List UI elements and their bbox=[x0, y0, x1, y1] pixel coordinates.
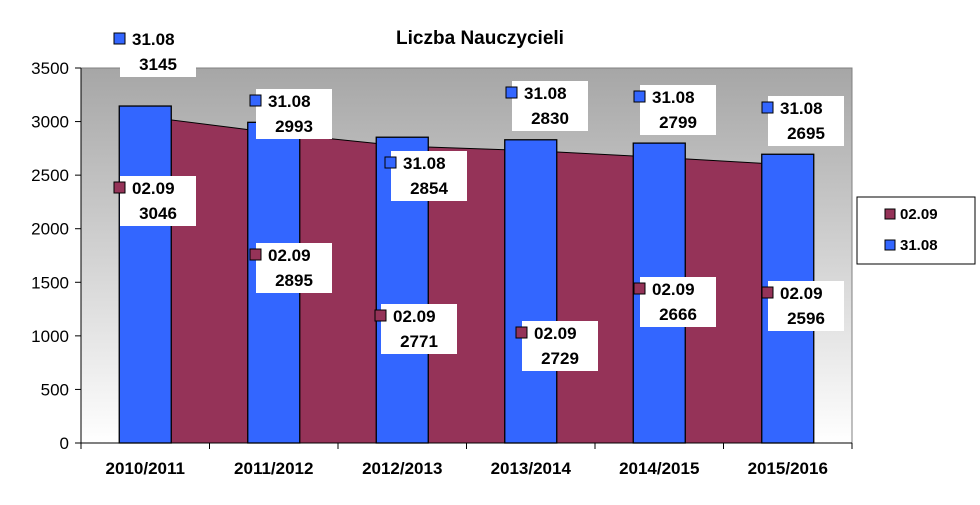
data-label-series-name: 02.09 bbox=[393, 307, 436, 326]
data-label-series-name: 02.09 bbox=[652, 280, 695, 299]
bar-31-08 bbox=[504, 139, 558, 444]
data-label-box bbox=[640, 277, 716, 327]
x-tick-label: 2013/2014 bbox=[491, 459, 572, 478]
y-tick-label: 3500 bbox=[31, 59, 69, 78]
data-labels: 31.08314531.08299331.08285431.08283031.0… bbox=[113, 27, 844, 371]
data-label-value: 2799 bbox=[659, 113, 697, 132]
data-label-marker bbox=[515, 326, 528, 339]
data-label-value: 2895 bbox=[275, 271, 313, 290]
data-label-marker bbox=[384, 156, 397, 169]
x-tick-label: 2011/2012 bbox=[234, 459, 313, 478]
chart-title: Liczba Nauczycieli bbox=[396, 28, 564, 49]
data-label-value: 3046 bbox=[139, 204, 177, 223]
bar-31-08 bbox=[118, 105, 172, 444]
data-label-box bbox=[120, 176, 196, 226]
data-label-31-08: 31.08 3145 bbox=[113, 27, 196, 77]
data-label-box bbox=[768, 281, 844, 331]
legend: 02.09 31.08 bbox=[856, 196, 976, 265]
data-label-02-09: 02.09 2729 bbox=[515, 321, 598, 371]
data-label-series-name: 31.08 bbox=[403, 154, 446, 173]
data-label-box bbox=[522, 321, 598, 371]
data-label-31-08: 31.08 2830 bbox=[505, 81, 588, 131]
data-label-02-09: 02.09 2771 bbox=[374, 304, 457, 354]
x-tick-label: 2012/2013 bbox=[362, 459, 442, 478]
y-tick-label: 2000 bbox=[31, 220, 69, 239]
data-label-series-name: 02.09 bbox=[268, 246, 311, 265]
x-tick-label: 2010/2011 bbox=[106, 459, 185, 478]
data-label-box bbox=[120, 27, 196, 77]
data-label-series-name: 02.09 bbox=[534, 324, 577, 343]
data-label-31-08: 31.08 2854 bbox=[384, 151, 467, 201]
data-label-box bbox=[640, 85, 716, 135]
legend-box bbox=[856, 196, 976, 265]
data-label-series-name: 31.08 bbox=[132, 30, 175, 49]
data-label-value: 2596 bbox=[787, 309, 825, 328]
data-label-value: 2666 bbox=[659, 305, 697, 324]
data-label-value: 2854 bbox=[410, 179, 448, 198]
data-label-value: 3145 bbox=[139, 55, 177, 74]
legend-marker bbox=[884, 239, 896, 251]
data-label-marker bbox=[113, 32, 126, 45]
data-label-02-09: 02.09 2596 bbox=[761, 281, 844, 331]
plot-area bbox=[80, 67, 853, 444]
data-label-box bbox=[381, 304, 457, 354]
data-label-box bbox=[391, 151, 467, 201]
data-label-marker bbox=[633, 282, 646, 295]
data-label-marker bbox=[249, 248, 262, 261]
legend-marker bbox=[884, 208, 896, 220]
y-tick-label: 3000 bbox=[31, 113, 69, 132]
data-label-marker bbox=[505, 86, 518, 99]
data-label-box bbox=[256, 243, 332, 293]
data-label-series-name: 31.08 bbox=[780, 99, 823, 118]
data-label-box bbox=[768, 96, 844, 146]
data-label-value: 2830 bbox=[531, 109, 569, 128]
data-label-marker bbox=[249, 94, 262, 107]
legend-label: 31.08 bbox=[900, 237, 938, 254]
data-label-02-09: 02.09 2895 bbox=[249, 243, 332, 293]
y-tick-label: 0 bbox=[60, 434, 69, 453]
legend-label: 02.09 bbox=[900, 206, 938, 223]
x-tick-label: 2014/2015 bbox=[619, 459, 699, 478]
data-label-31-08: 31.08 2993 bbox=[249, 89, 332, 139]
y-tick-label: 1000 bbox=[31, 327, 69, 346]
data-label-series-name: 02.09 bbox=[132, 179, 175, 198]
data-label-marker bbox=[633, 90, 646, 103]
data-label-marker bbox=[374, 309, 387, 322]
data-label-box bbox=[512, 81, 588, 131]
data-label-value: 2771 bbox=[400, 332, 438, 351]
data-label-31-08: 31.08 2799 bbox=[633, 85, 716, 135]
data-label-value: 2993 bbox=[275, 117, 313, 136]
y-tick-label: 1500 bbox=[31, 273, 69, 292]
data-label-series-name: 31.08 bbox=[268, 92, 311, 111]
data-label-02-09: 02.09 2666 bbox=[633, 277, 716, 327]
data-label-series-name: 31.08 bbox=[652, 88, 695, 107]
data-label-series-name: 31.08 bbox=[524, 84, 567, 103]
data-label-02-09: 02.09 3046 bbox=[113, 176, 196, 226]
data-label-marker bbox=[761, 286, 774, 299]
data-label-value: 2729 bbox=[541, 349, 579, 368]
data-label-series-name: 02.09 bbox=[780, 284, 823, 303]
data-label-marker bbox=[113, 181, 126, 194]
data-label-marker bbox=[761, 101, 774, 114]
y-tick-label: 500 bbox=[41, 380, 69, 399]
x-tick-label: 2015/2016 bbox=[748, 459, 828, 478]
y-tick-label: 2500 bbox=[31, 166, 69, 185]
data-label-value: 2695 bbox=[787, 124, 825, 143]
data-label-box bbox=[256, 89, 332, 139]
axes: 0 500 1000 1500 2000 2500 3000 3500 2010/2011 201… bbox=[31, 59, 853, 478]
data-label-31-08: 31.08 2695 bbox=[761, 96, 844, 146]
